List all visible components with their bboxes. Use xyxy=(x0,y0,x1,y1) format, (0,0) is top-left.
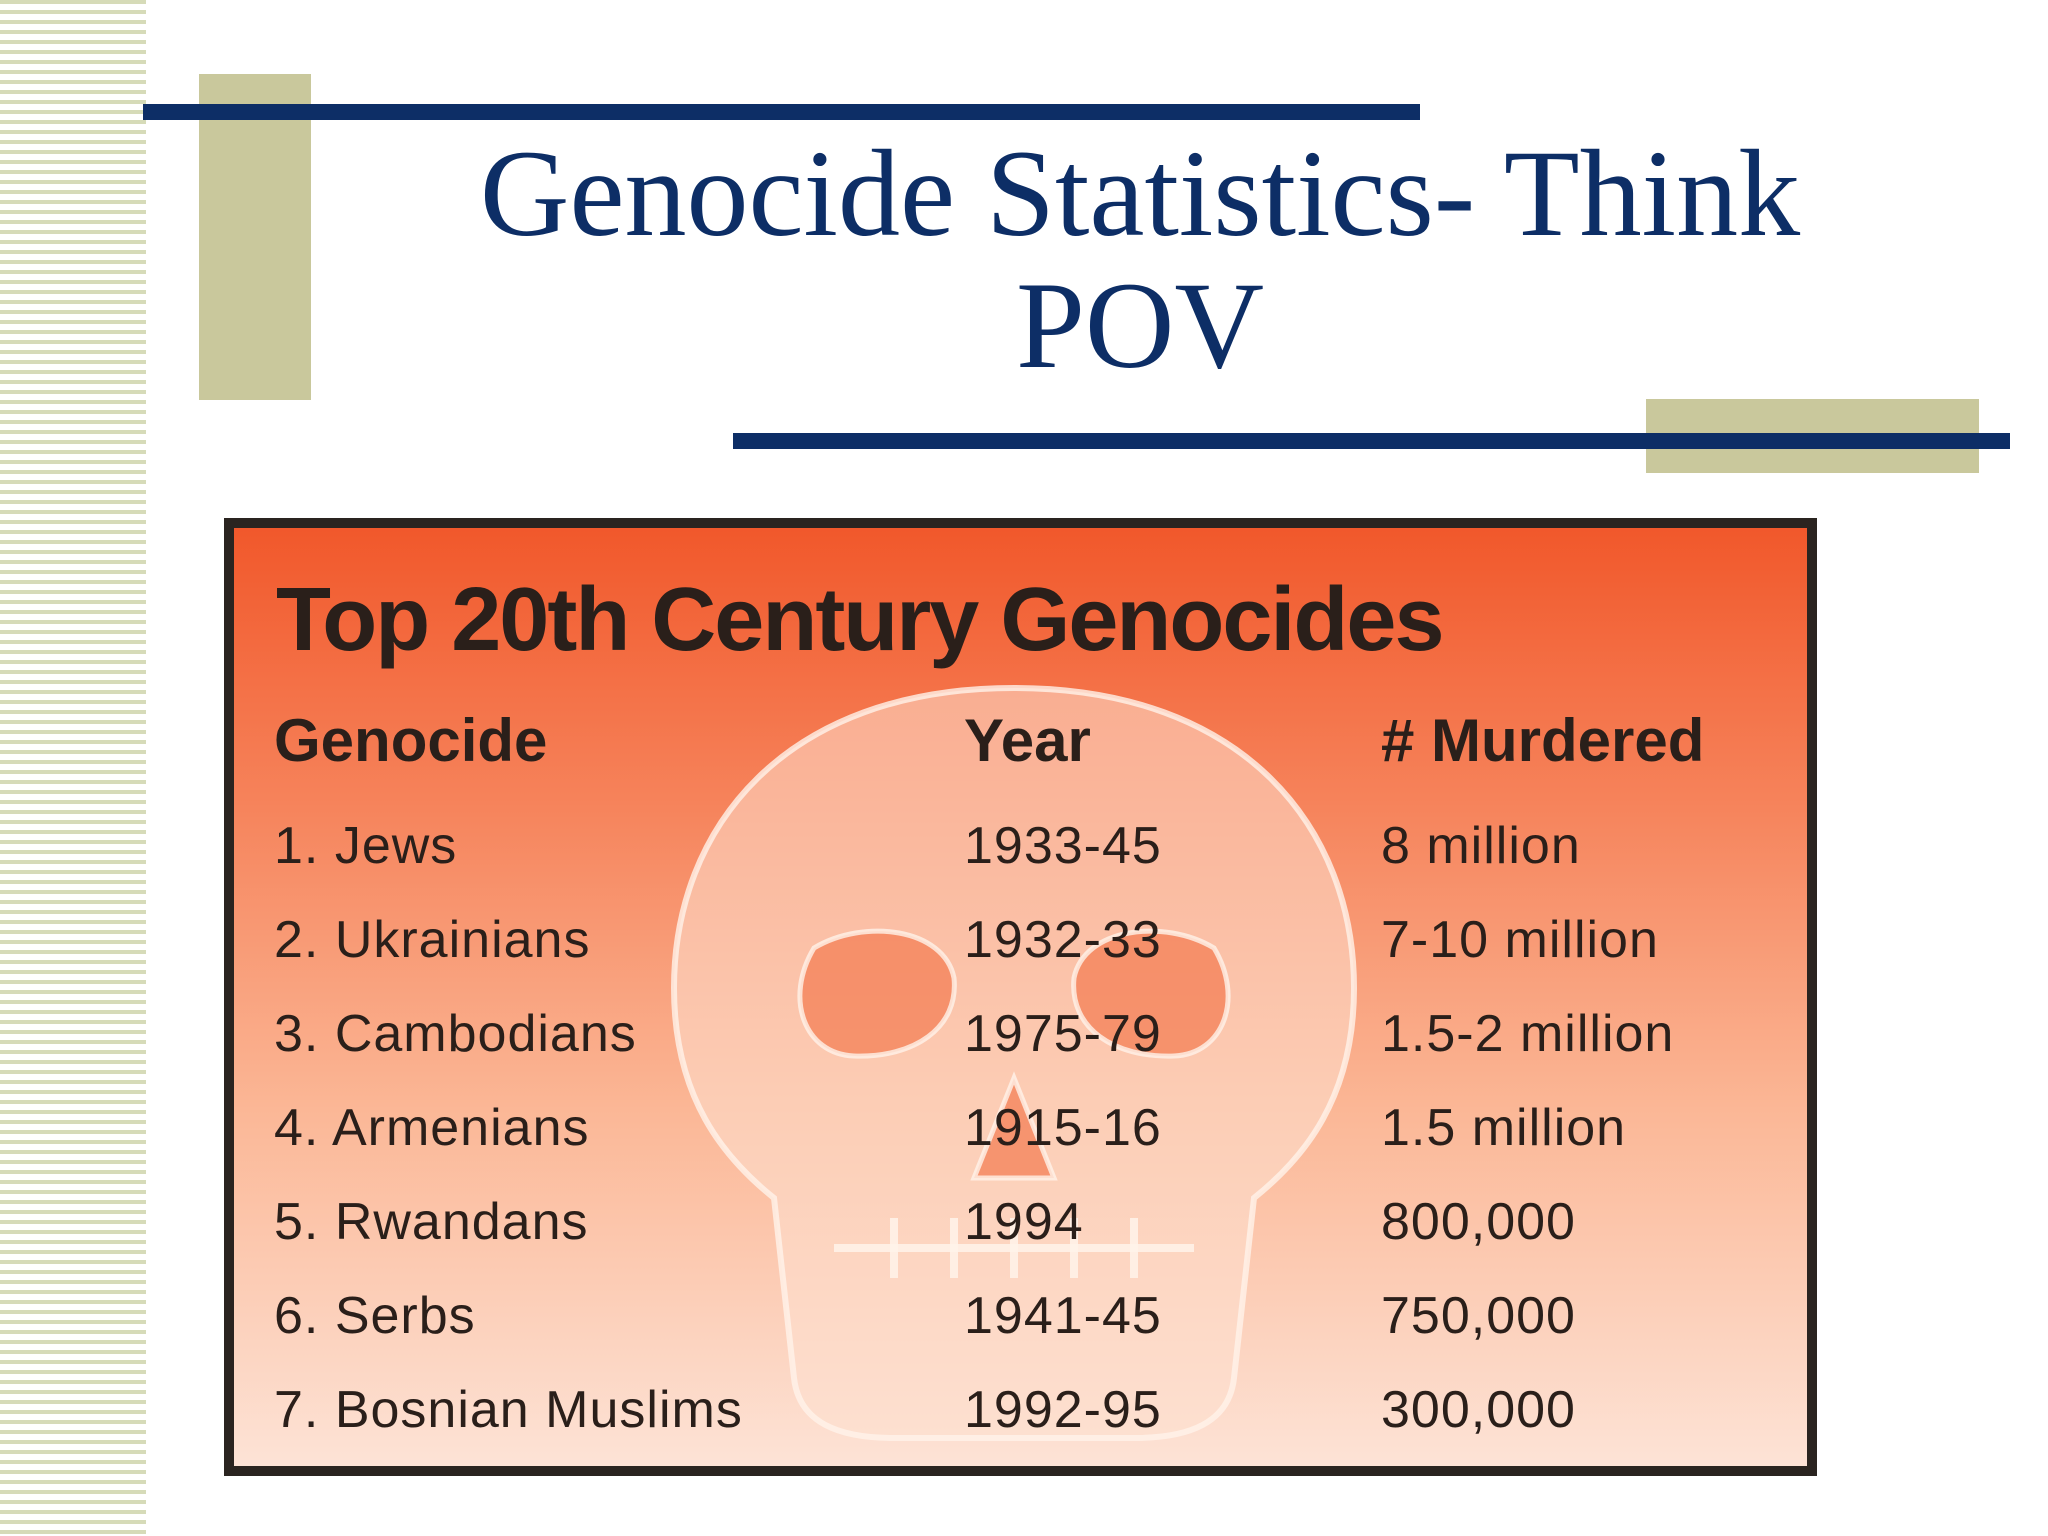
column-header-year: Year xyxy=(964,707,1091,774)
year-cell: 1933-45 xyxy=(964,817,1162,875)
genocide-cell: 5. Rwandans xyxy=(274,1193,589,1251)
murdered-cell: 7-10 million xyxy=(1381,911,1659,969)
table-row: 1. Jews 1933-45 8 million xyxy=(234,811,1807,881)
genocide-cell: 4. Armenians xyxy=(274,1099,590,1157)
year-cell: 1915-16 xyxy=(964,1099,1162,1157)
year-cell: 1975-79 xyxy=(964,1005,1162,1063)
murdered-cell: 750,000 xyxy=(1381,1287,1576,1345)
column-header-murdered: # Murdered xyxy=(1381,707,1705,774)
murdered-cell: 1.5-2 million xyxy=(1381,1005,1675,1063)
skull-icon xyxy=(670,684,1358,1441)
genocide-cell: 2. Ukrainians xyxy=(274,911,591,969)
left-stripe-decoration xyxy=(0,0,146,1536)
top-accent-block xyxy=(199,74,311,400)
murdered-cell: 800,000 xyxy=(1381,1193,1576,1251)
genocide-cell: 6. Serbs xyxy=(274,1287,476,1345)
column-header-genocide: Genocide xyxy=(274,707,548,774)
table-row: 6. Serbs 1941-45 750,000 xyxy=(234,1281,1807,1351)
genocide-cell: 3. Cambodians xyxy=(274,1005,637,1063)
slide-title-line-1: Genocide Statistics- Think xyxy=(479,125,1801,262)
year-cell: 1994 xyxy=(964,1193,1084,1251)
murdered-cell: 8 million xyxy=(1381,817,1581,875)
table-row: 3. Cambodians 1975-79 1.5-2 million xyxy=(234,999,1807,1069)
table-row: 2. Ukrainians 1932-33 7-10 million xyxy=(234,905,1807,975)
slide-title: Genocide Statistics- Think POV xyxy=(390,128,1890,392)
bottom-accent-line xyxy=(733,433,2010,449)
year-cell: 1941-45 xyxy=(964,1287,1162,1345)
murdered-cell: 1.5 million xyxy=(1381,1099,1627,1157)
slide-title-line-2: POV xyxy=(1015,257,1265,394)
table-row: 4. Armenians 1915-16 1.5 million xyxy=(234,1093,1807,1163)
table-title: Top 20th Century Genocides xyxy=(276,570,1445,670)
year-cell: 1932-33 xyxy=(964,911,1162,969)
table-row: 7. Bosnian Muslims 1992-95 300,000 xyxy=(234,1375,1807,1445)
murdered-cell: 300,000 xyxy=(1381,1381,1576,1439)
genocide-table-image: Top 20th Century Genocides Genocide Year… xyxy=(224,518,1817,1476)
genocide-cell: 7. Bosnian Muslims xyxy=(274,1381,743,1439)
table-row: 5. Rwandans 1994 800,000 xyxy=(234,1187,1807,1257)
top-accent-line xyxy=(143,104,1420,120)
year-cell: 1992-95 xyxy=(964,1381,1162,1439)
genocide-cell: 1. Jews xyxy=(274,817,458,875)
